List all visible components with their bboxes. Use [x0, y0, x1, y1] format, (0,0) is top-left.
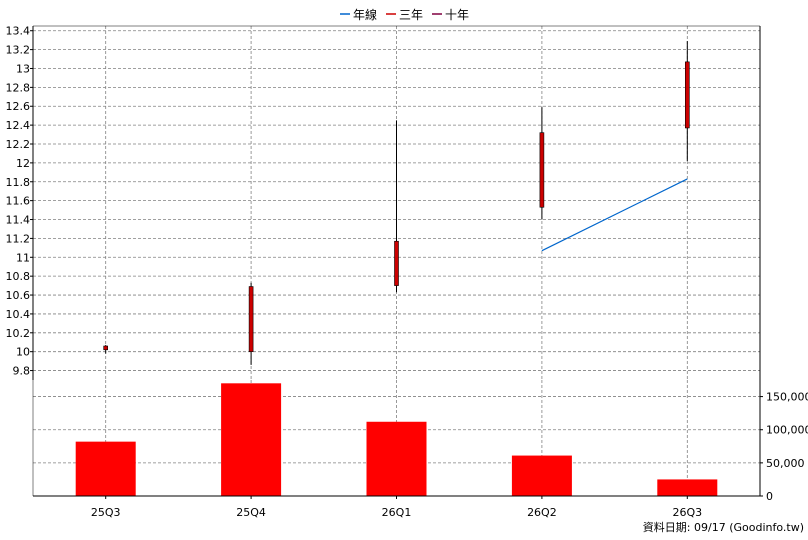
volume-tick-label: 0 — [766, 490, 773, 503]
price-tick-label: 11.6 — [6, 195, 31, 208]
price-tick-label: 11.8 — [6, 176, 31, 189]
volume-tick-label: 100,000 — [766, 424, 808, 437]
volume-panel: 0 50,000 100,000 150,000 — [32, 380, 808, 503]
candle-body — [248, 286, 254, 352]
x-tick-label: 25Q4 — [236, 506, 266, 519]
legend-label-three-year: 三年 — [399, 8, 423, 22]
volume-bar — [75, 441, 136, 496]
price-tick-label: 13 — [16, 62, 30, 75]
price-tick-label: 13.4 — [6, 25, 31, 38]
price-tick-label: 13.2 — [6, 44, 31, 57]
candle-body — [394, 240, 399, 286]
price-tick-label: 12.2 — [6, 138, 31, 151]
candle-body — [684, 61, 690, 129]
x-tick-label: 25Q3 — [91, 506, 121, 519]
price-tick-label: 12.6 — [6, 100, 31, 113]
volume-bar — [366, 421, 427, 496]
x-tick-label: 26Q2 — [527, 506, 557, 519]
legend-label-year-line: 年線 — [353, 7, 377, 22]
volume-tick-label: 50,000 — [766, 457, 805, 470]
candle-body — [539, 132, 545, 208]
volume-tick-label: 150,000 — [766, 391, 808, 404]
price-tick-label: 10.8 — [6, 270, 31, 283]
legend: 年線 三年 十年 — [340, 7, 469, 22]
price-tick-label: 12.4 — [6, 119, 31, 132]
price-tick-label: 10.6 — [6, 289, 31, 302]
x-tick-label: 26Q1 — [382, 506, 412, 519]
year-line-series — [541, 178, 688, 252]
volume-bar — [657, 479, 718, 496]
x-axis: 25Q3 25Q4 26Q1 26Q2 26Q3 — [91, 496, 702, 519]
x-tick-label: 26Q3 — [672, 506, 702, 519]
data-source-footer: 資料日期: 09/17 (Goodinfo.tw) — [643, 520, 804, 534]
price-tick-label: 12 — [16, 157, 30, 170]
price-tick-label: 11.2 — [6, 232, 31, 245]
price-tick-label: 12.8 — [6, 81, 31, 94]
price-tick-label: 11 — [16, 251, 30, 264]
volume-bar — [221, 383, 282, 496]
candle-body — [103, 345, 108, 351]
legend-label-ten-year: 十年 — [445, 8, 469, 22]
price-tick-label: 11.4 — [6, 214, 31, 227]
price-tick-label: 9.8 — [13, 365, 31, 378]
price-tick-label: 10.4 — [6, 308, 31, 321]
price-tick-label: 10 — [16, 346, 30, 359]
price-panel: 9.8 10 10.2 10.4 10.6 10.8 11 11.2 11.4 11.6 11.8 1… — [6, 25, 761, 380]
volume-bar — [511, 455, 572, 496]
price-tick-label: 10.2 — [6, 327, 31, 340]
